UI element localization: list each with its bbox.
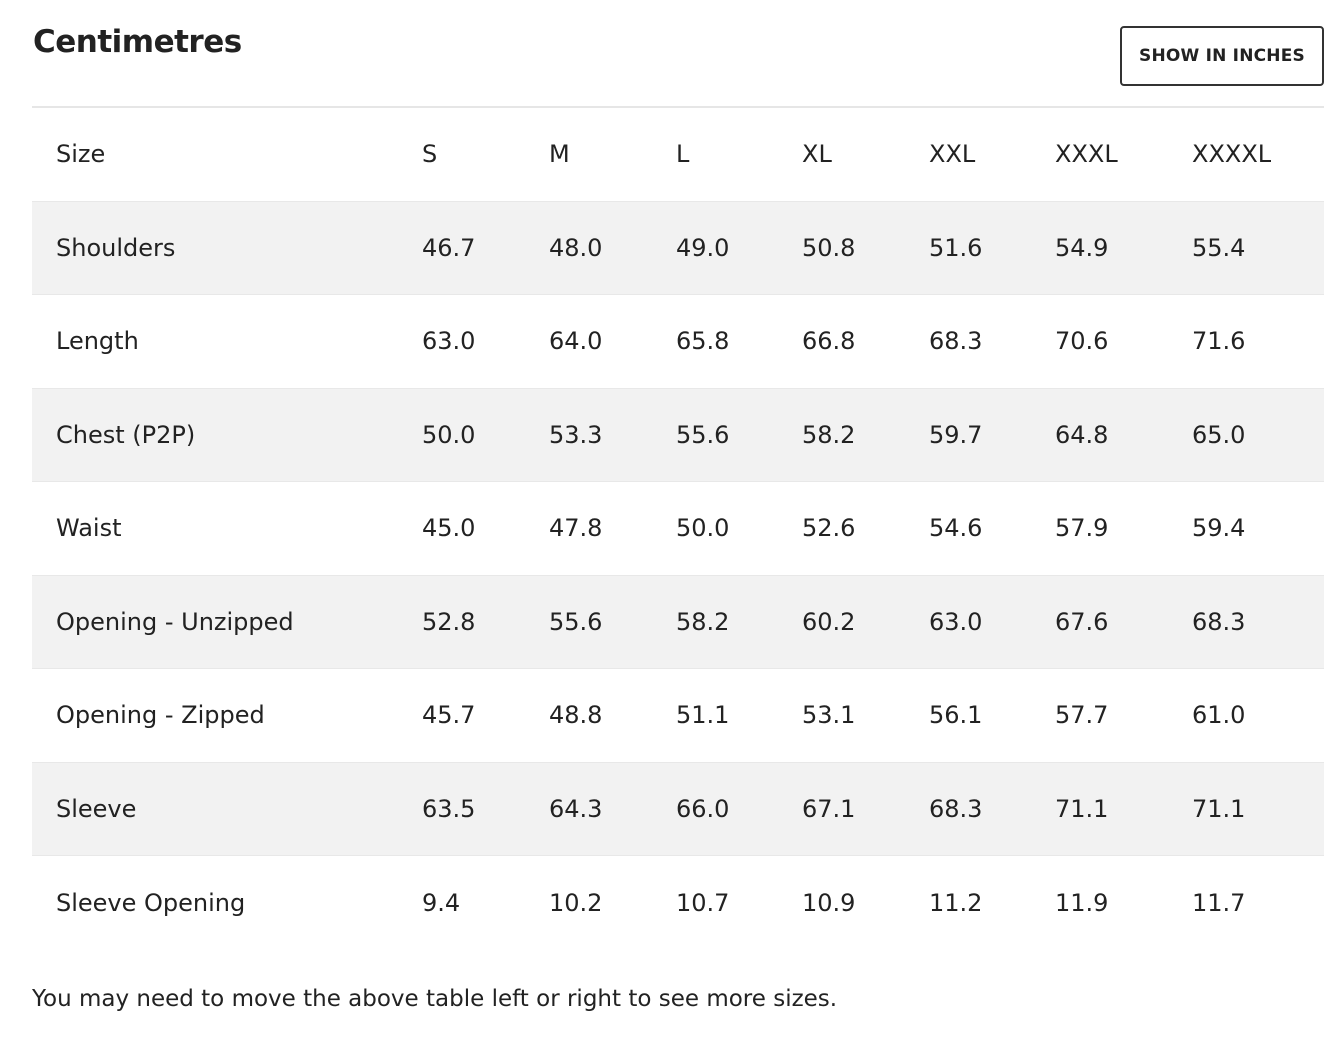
table-row: Sleeve 63.5 64.3 66.0 67.1 68.3 71.1 71.… [32,762,1324,856]
measurement-value: 71.1 [1192,794,1246,823]
measurement-value: 47.8 [549,514,603,543]
measurement-value: 65.0 [1192,420,1246,449]
size-table-container[interactable]: Size S M L XL XXL XXXL XXXXL Shoulders 4… [32,106,1324,949]
measurement-value: 65.8 [676,327,730,356]
size-table: Size S M L XL XXL XXXL XXXXL Shoulders 4… [32,108,1324,949]
size-column-header: M [549,140,570,169]
measurement-value: 64.8 [1055,420,1109,449]
measurement-value: 52.6 [802,514,856,543]
measurement-value: 50.0 [676,514,730,543]
table-row: Chest (P2P) 50.0 53.3 55.6 58.2 59.7 64.… [32,388,1324,482]
measurement-value: 59.4 [1192,514,1246,543]
table-header-row: Size S M L XL XXL XXXL XXXXL [32,108,1324,201]
measurement-value: 63.5 [422,794,476,823]
size-column-header: S [422,140,438,169]
measurement-label: Waist [56,514,122,543]
size-header-label: Size [56,140,106,169]
measurement-value: 66.8 [802,327,856,356]
measurement-value: 63.0 [929,607,983,636]
measurement-label: Shoulders [56,233,176,262]
measurement-value: 57.9 [1055,514,1109,543]
measurement-value: 46.7 [422,233,476,262]
measurement-value: 63.0 [422,327,476,356]
measurement-value: 56.1 [929,701,983,730]
measurement-value: 55.6 [676,420,730,449]
table-scroll-hint: You may need to move the above table lef… [32,986,838,1012]
measurement-value: 64.0 [549,327,603,356]
measurement-value: 52.8 [422,607,476,636]
measurement-label: Sleeve Opening [56,888,246,917]
table-row: Opening - Zipped 45.7 48.8 51.1 53.1 56.… [32,668,1324,763]
measurement-value: 54.6 [929,514,983,543]
measurement-value: 50.8 [802,233,856,262]
measurement-value: 55.4 [1192,233,1246,262]
measurement-value: 9.4 [422,888,461,917]
measurement-value: 61.0 [1192,701,1246,730]
show-in-inches-button[interactable]: SHOW IN INCHES [1120,26,1324,86]
measurement-value: 57.7 [1055,701,1109,730]
measurement-value: 71.1 [1055,794,1109,823]
measurement-value: 70.6 [1055,327,1109,356]
measurement-value: 11.2 [929,888,983,917]
measurement-value: 58.2 [802,420,856,449]
measurement-label: Length [56,327,139,356]
measurement-label: Chest (P2P) [56,420,196,449]
table-row: Length 63.0 64.0 65.8 66.8 68.3 70.6 71.… [32,294,1324,389]
measurement-value: 55.6 [549,607,603,636]
measurement-value: 68.3 [929,794,983,823]
measurement-value: 45.0 [422,514,476,543]
measurement-value: 58.2 [676,607,730,636]
measurement-value: 68.3 [929,327,983,356]
page-title: Centimetres [33,24,242,60]
size-column-header: L [676,140,690,169]
size-column-header: XXXXL [1192,140,1272,169]
measurement-value: 67.6 [1055,607,1109,636]
measurement-value: 68.3 [1192,607,1246,636]
measurement-value: 49.0 [676,233,730,262]
table-row: Opening - Unzipped 52.8 55.6 58.2 60.2 6… [32,575,1324,669]
measurement-value: 11.7 [1192,888,1246,917]
measurement-label: Sleeve [56,794,137,823]
measurement-value: 48.0 [549,233,603,262]
measurement-value: 51.1 [676,701,730,730]
measurement-value: 50.0 [422,420,476,449]
measurement-value: 10.2 [549,888,603,917]
measurement-value: 11.9 [1055,888,1109,917]
measurement-value: 59.7 [929,420,983,449]
size-column-header: XXXL [1055,140,1118,169]
measurement-value: 60.2 [802,607,856,636]
measurement-value: 51.6 [929,233,983,262]
measurement-value: 67.1 [802,794,856,823]
measurement-label: Opening - Unzipped [56,607,294,636]
measurement-value: 53.1 [802,701,856,730]
measurement-value: 71.6 [1192,327,1246,356]
measurement-value: 54.9 [1055,233,1109,262]
table-row: Waist 45.0 47.8 50.0 52.6 54.6 57.9 59.4 [32,481,1324,576]
table-row: Sleeve Opening 9.4 10.2 10.7 10.9 11.2 1… [32,855,1324,950]
measurement-value: 53.3 [549,420,603,449]
measurement-value: 64.3 [549,794,603,823]
measurement-value: 66.0 [676,794,730,823]
size-column-header: XXL [929,140,976,169]
measurement-value: 10.7 [676,888,730,917]
measurement-value: 48.8 [549,701,603,730]
measurement-value: 10.9 [802,888,856,917]
table-row: Shoulders 46.7 48.0 49.0 50.8 51.6 54.9 … [32,201,1324,295]
measurement-label: Opening - Zipped [56,701,265,730]
measurement-value: 45.7 [422,701,476,730]
size-column-header: XL [802,140,832,169]
